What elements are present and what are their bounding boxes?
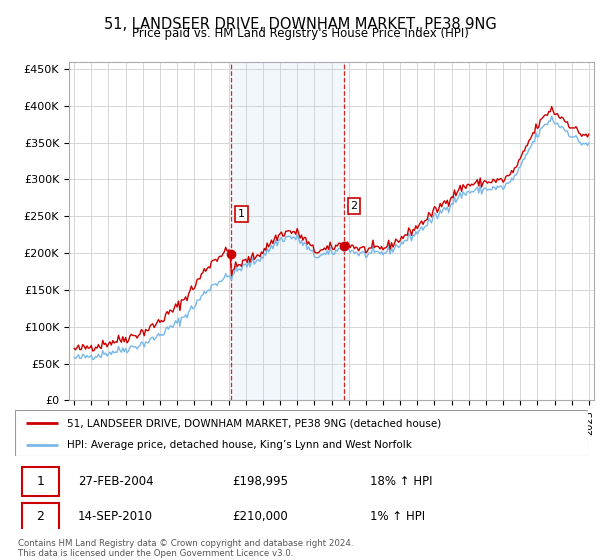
Text: 2: 2 [37, 510, 44, 524]
Text: 1% ↑ HPI: 1% ↑ HPI [370, 510, 425, 524]
Text: 2: 2 [350, 201, 358, 211]
Text: 1: 1 [37, 475, 44, 488]
Text: 18% ↑ HPI: 18% ↑ HPI [370, 475, 433, 488]
Text: 51, LANDSEER DRIVE, DOWNHAM MARKET, PE38 9NG (detached house): 51, LANDSEER DRIVE, DOWNHAM MARKET, PE38… [67, 418, 441, 428]
Text: £210,000: £210,000 [233, 510, 289, 524]
Text: 14-SEP-2010: 14-SEP-2010 [78, 510, 153, 524]
Text: 51, LANDSEER DRIVE, DOWNHAM MARKET, PE38 9NG: 51, LANDSEER DRIVE, DOWNHAM MARKET, PE38… [104, 17, 496, 32]
Text: 27-FEB-2004: 27-FEB-2004 [78, 475, 154, 488]
Bar [22, 467, 59, 496]
Bar [22, 502, 59, 531]
Bar [231, 62, 344, 400]
Text: 1: 1 [238, 209, 245, 219]
Text: Contains HM Land Registry data © Crown copyright and database right 2024.
This d: Contains HM Land Registry data © Crown c… [18, 539, 353, 558]
Text: Price paid vs. HM Land Registry's House Price Index (HPI): Price paid vs. HM Land Registry's House … [131, 27, 469, 40]
Text: £198,995: £198,995 [233, 475, 289, 488]
Text: HPI: Average price, detached house, King’s Lynn and West Norfolk: HPI: Average price, detached house, King… [67, 440, 412, 450]
